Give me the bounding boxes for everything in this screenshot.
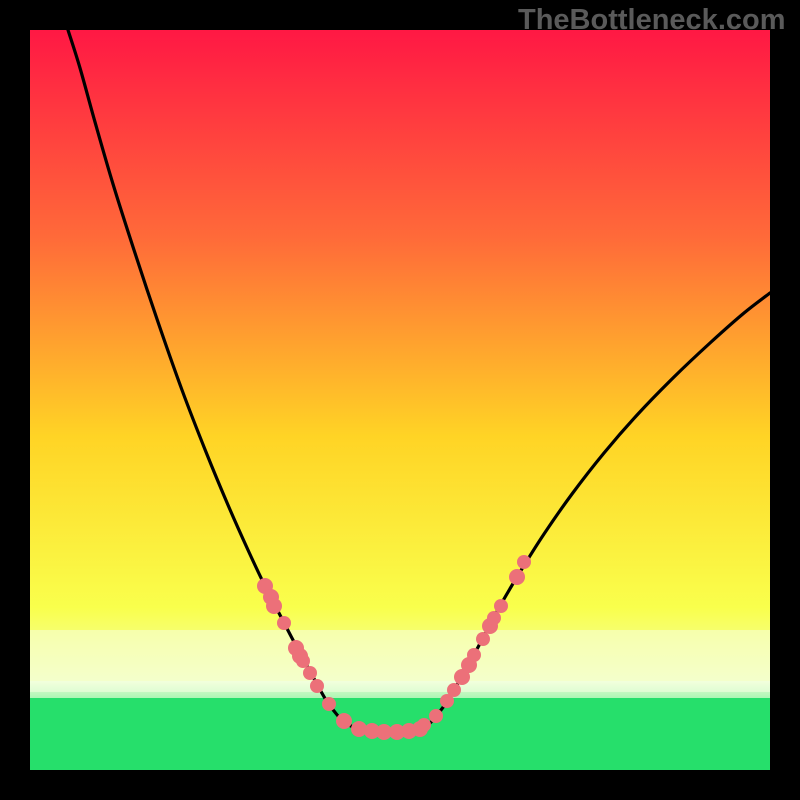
curve-marker xyxy=(277,616,291,630)
curve-marker xyxy=(336,713,352,729)
curve-marker xyxy=(517,555,531,569)
curve-marker xyxy=(487,611,501,625)
bottleneck-chart xyxy=(0,0,800,800)
curve-marker xyxy=(417,718,431,732)
curve-marker xyxy=(467,648,481,662)
curve-marker xyxy=(296,654,310,668)
curve-marker xyxy=(322,697,336,711)
curve-marker xyxy=(303,666,317,680)
curve-marker xyxy=(266,598,282,614)
curve-marker xyxy=(494,599,508,613)
watermark-text: TheBottleneck.com xyxy=(518,4,786,37)
curve-marker xyxy=(509,569,525,585)
curve-marker xyxy=(310,679,324,693)
curve-marker xyxy=(429,709,443,723)
curve-marker xyxy=(447,683,461,697)
curve-marker xyxy=(476,632,490,646)
